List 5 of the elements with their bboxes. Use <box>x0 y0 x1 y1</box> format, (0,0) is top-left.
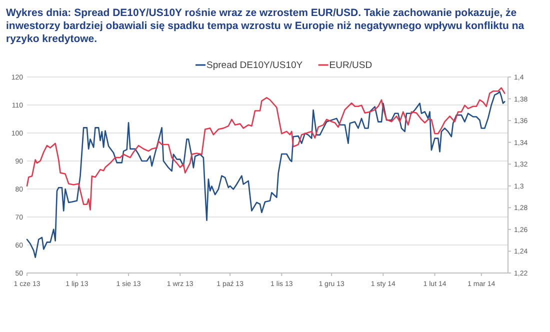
line-series <box>26 87 506 210</box>
legend-label: EUR/USD <box>329 60 372 71</box>
line-series <box>26 90 506 258</box>
chart-title: Wykres dnia: Spread DE10Y/US10Y rośnie wraz ze wzrostem EUR/USD. Takie zachowanie pokazuje, że inwestorzy bardziej obawiali się spadku tempa wzrostu w Europie niż negatywnego wpływu konfliktu na ryzyko kredytowe. <box>6 7 524 45</box>
legend-label: Spread DE10Y/US10Y <box>206 60 304 71</box>
